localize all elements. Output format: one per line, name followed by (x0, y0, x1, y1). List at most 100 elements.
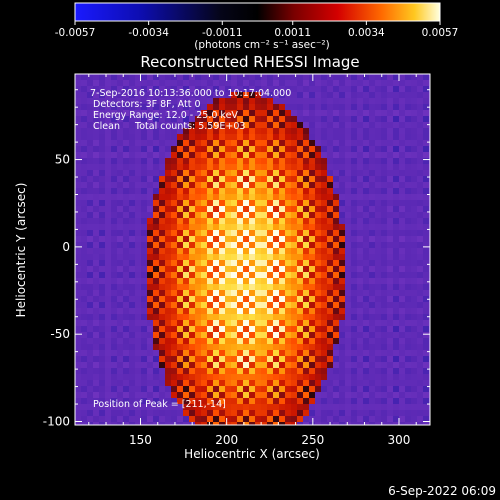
y-tick-label: 0 (62, 240, 70, 254)
heatmap-cell (261, 248, 268, 255)
heatmap-cell (279, 380, 286, 387)
heatmap-cell (279, 422, 286, 425)
heatmap-cell (111, 254, 118, 261)
heatmap-cell (213, 260, 220, 267)
heatmap-cell (189, 140, 196, 147)
heatmap-cell (81, 158, 88, 165)
heatmap-cell (291, 152, 298, 159)
heatmap-cell (171, 110, 178, 117)
heatmap-cell (81, 296, 88, 303)
heatmap-cell (423, 398, 430, 405)
heatmap-cell (237, 416, 244, 423)
heatmap-cell (285, 410, 292, 417)
heatmap-cell (93, 380, 100, 387)
heatmap-cell (153, 218, 160, 225)
heatmap-cell (201, 98, 208, 105)
heatmap-cell (273, 128, 280, 135)
heatmap-cell (417, 266, 424, 273)
heatmap-cell (147, 98, 154, 105)
heatmap-cell (225, 110, 232, 117)
heatmap-cell (363, 140, 370, 147)
heatmap-cell (105, 80, 112, 87)
heatmap-cell (291, 146, 298, 153)
heatmap-cell (297, 284, 304, 291)
heatmap-cell (87, 86, 94, 93)
heatmap-cell (399, 218, 406, 225)
heatmap-cell (315, 338, 322, 345)
heatmap-cell (201, 128, 208, 135)
heatmap-cell (159, 410, 166, 417)
heatmap-cell (255, 386, 262, 393)
heatmap-cell (147, 308, 154, 315)
heatmap-cell (189, 98, 196, 105)
heatmap-cell (297, 272, 304, 279)
heatmap-cell (141, 404, 148, 411)
heatmap-cell (81, 338, 88, 345)
heatmap-cell (417, 110, 424, 117)
heatmap-cell (321, 80, 328, 87)
heatmap-cell (417, 74, 424, 81)
peak-position-label: Position of Peak = [211,-14] (93, 399, 226, 410)
heatmap-cell (135, 392, 142, 399)
heatmap-cell (135, 422, 142, 425)
heatmap-cell (405, 104, 412, 111)
heatmap-cell (201, 416, 208, 423)
heatmap-cell (231, 110, 238, 117)
heatmap-cell (345, 398, 352, 405)
heatmap-cell (309, 350, 316, 357)
heatmap-cell (255, 110, 262, 117)
heatmap-cell (147, 200, 154, 207)
heatmap-cell (363, 296, 370, 303)
heatmap-cell (129, 296, 136, 303)
heatmap-cell (297, 368, 304, 375)
heatmap-cell (183, 110, 190, 117)
heatmap-cell (345, 206, 352, 213)
heatmap-cell (399, 254, 406, 261)
heatmap-cell (375, 140, 382, 147)
heatmap-cell (399, 194, 406, 201)
heatmap-cell (327, 128, 334, 135)
heatmap-cell (339, 392, 346, 399)
heatmap-cell (411, 158, 418, 165)
heatmap-cell (117, 134, 124, 141)
heatmap-cell (153, 272, 160, 279)
heatmap-cell (273, 266, 280, 273)
heatmap-cell (81, 98, 88, 105)
heatmap-cell (159, 326, 166, 333)
heatmap-cell (87, 374, 94, 381)
heatmap-cell (237, 272, 244, 279)
heatmap-cell (117, 404, 124, 411)
heatmap-cell (279, 266, 286, 273)
heatmap-cell (147, 386, 154, 393)
heatmap-cell (183, 176, 190, 183)
heatmap-cell (195, 158, 202, 165)
heatmap-cell (315, 230, 322, 237)
heatmap-cell (177, 104, 184, 111)
heatmap-cell (333, 410, 340, 417)
heatmap-cell (219, 98, 226, 105)
heatmap-cell (417, 134, 424, 141)
heatmap-cell (387, 422, 394, 425)
heatmap-cell (345, 296, 352, 303)
heatmap-cell (249, 296, 256, 303)
heatmap-cell (231, 176, 238, 183)
heatmap-cell (213, 332, 220, 339)
heatmap-cell (279, 278, 286, 285)
heatmap-cell (345, 338, 352, 345)
heatmap-cell (303, 296, 310, 303)
heatmap-cell (243, 170, 250, 177)
heatmap-cell (399, 344, 406, 351)
heatmap-cell (417, 254, 424, 261)
heatmap-cell (123, 326, 130, 333)
heatmap-cell (315, 380, 322, 387)
heatmap-cell (357, 332, 364, 339)
heatmap-cell (129, 200, 136, 207)
heatmap-cell (117, 116, 124, 123)
heatmap-cell (219, 308, 226, 315)
heatmap-cell (291, 356, 298, 363)
heatmap-cell (201, 110, 208, 117)
heatmap-cell (279, 320, 286, 327)
heatmap-cell (423, 416, 430, 423)
annotation-detectors: Detectors: 3F 8F, Att 0 (93, 99, 201, 110)
heatmap-cell (201, 92, 208, 99)
